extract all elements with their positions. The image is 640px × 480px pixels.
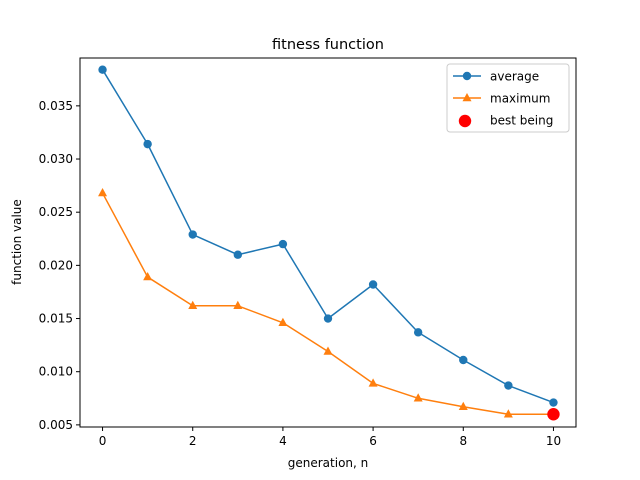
y-tick-label: 0.005	[39, 418, 73, 432]
y-tick-label: 0.010	[39, 365, 73, 379]
average-point	[459, 355, 468, 365]
average-point	[323, 314, 333, 323]
y-tick-label: 0.025	[39, 205, 73, 219]
y-tick-label: 0.030	[39, 152, 73, 166]
axis-ticks: 0 2 4 6 8 10 0.005 0.010 0.015 0.020 0.025 0.030 0.0…	[39, 99, 561, 448]
average-point	[413, 328, 423, 337]
legend-marker-average	[462, 71, 472, 81]
average-point	[233, 250, 243, 259]
maximum-point	[188, 300, 198, 310]
maximum-point	[233, 300, 243, 310]
maximum-point	[323, 346, 333, 355]
average-point	[98, 65, 107, 74]
x-tick-label: 6	[369, 434, 377, 448]
chart-title: fitness function	[272, 37, 384, 53]
y-tick-label: 0.020	[39, 258, 73, 272]
legend-label: average	[490, 70, 539, 84]
average-point	[143, 139, 152, 149]
maximum-point	[143, 272, 153, 281]
x-tick-label: 8	[459, 434, 467, 448]
legend-marker-maximum	[462, 93, 472, 102]
average-point	[278, 239, 288, 249]
average-point	[368, 280, 378, 289]
legend-label: maximum	[490, 92, 550, 106]
x-tick-label: 10	[546, 434, 561, 448]
average-point	[549, 398, 558, 407]
x-tick-label: 2	[189, 434, 197, 448]
series-lines	[98, 65, 560, 421]
legend-box	[446, 63, 570, 133]
y-tick-label: 0.035	[39, 99, 73, 113]
maximum-point	[413, 393, 423, 402]
x-tick-label: 0	[99, 434, 107, 448]
x-tick-label: 4	[279, 434, 287, 448]
x-axis-title: generation, n	[288, 456, 369, 470]
average-point	[504, 381, 513, 390]
maximum-point	[278, 317, 288, 327]
maximum-point	[98, 188, 108, 197]
best-being-point	[547, 408, 560, 421]
y-tick-label: 0.015	[39, 312, 73, 326]
average-point	[188, 230, 197, 239]
y-axis-title: function value	[10, 199, 24, 285]
maximum-point	[368, 378, 378, 387]
legend: average maximum best being	[446, 63, 570, 133]
legend-label: best being	[490, 114, 553, 128]
maximum-point	[503, 409, 513, 418]
legend-marker-best being	[458, 114, 472, 128]
maximum-point	[458, 401, 468, 411]
